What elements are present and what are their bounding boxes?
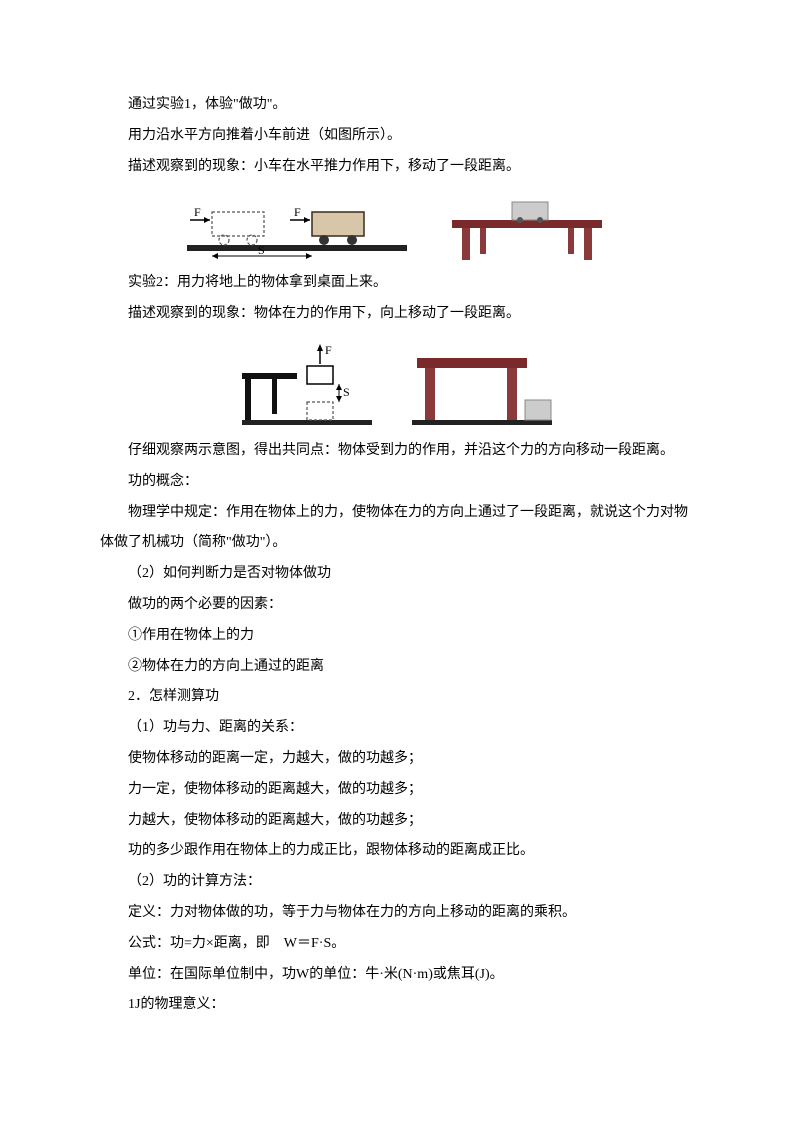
diagram-2-row: F S [100,338,694,428]
table-with-box-diagram [442,190,612,260]
cart-diagram: F F S [182,190,412,260]
paragraph: 描述观察到的现象：小车在水平推力作用下，移动了一段距离。 [100,152,694,183]
lift-diagram: F S [237,338,377,428]
paragraph: 单位：在国际单位制中，功W的单位：牛·米(N·m)或焦耳(J)。 [100,960,694,991]
paragraph: 功的概念： [100,467,694,498]
paragraph: 使物体移动的距离一定，力越大，做的功越多； [100,744,694,775]
paragraph: 力一定，使物体移动的距离越大，做的功越多； [100,775,694,806]
diagram-1-row: F F S [100,190,694,260]
label-F: F [325,343,332,357]
paragraph: 功的多少跟作用在物体上的力成正比，跟物体移动的距离成正比。 [100,836,694,867]
paragraph: 定义：力对物体做的功，等于力与物体在力的方向上移动的距离的乘积。 [100,898,694,929]
paragraph: 物理学中规定：作用在物体上的力，使物体在力的方向上通过了一段距离，就说这个力对物… [100,498,694,560]
label-F1: F [194,205,201,219]
table-side-diagram [407,338,557,428]
paragraph: 1J的物理意义： [100,990,694,1021]
paragraph: 实验2：用力将地上的物体拿到桌面上来。 [100,268,694,299]
paragraph: （2）功的计算方法： [100,867,694,898]
paragraph: 描述观察到的现象：物体在力的作用下，向上移动了一段距离。 [100,299,694,330]
paragraph: 用力沿水平方向推着小车前进（如图所示）。 [100,121,694,152]
label-S: S [343,385,350,399]
label-F2: F [294,205,301,219]
paragraph: 公式：功=力×距离，即 W＝F·S。 [100,929,694,960]
paragraph: 通过实验1，体验"做功"。 [100,90,694,121]
paragraph: 2．怎样测算功 [100,682,694,713]
paragraph: ②物体在力的方向上通过的距离 [100,652,694,683]
paragraph: （1）功与力、距离的关系： [100,713,694,744]
paragraph: （2）如何判断力是否对物体做功 [100,559,694,590]
paragraph: 做功的两个必要的因素： [100,590,694,621]
paragraph: 力越大，使物体移动的距离越大，做的功越多； [100,806,694,837]
paragraph: 仔细观察两示意图，得出共同点：物体受到力的作用，并沿这个力的方向移动一段距离。 [100,436,694,467]
paragraph: ①作用在物体上的力 [100,621,694,652]
label-S: S [258,243,265,257]
